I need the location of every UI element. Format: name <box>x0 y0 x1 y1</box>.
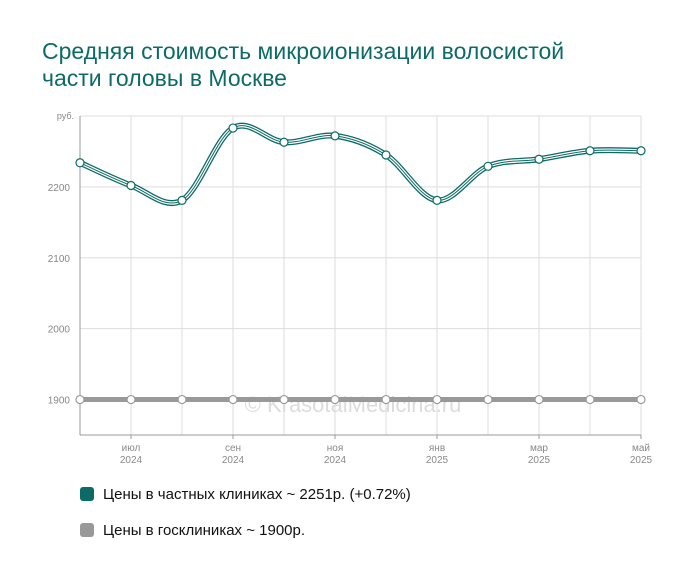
legend: Цены в частных клиниках ~ 2251р. (+0.72%… <box>80 484 411 556</box>
data-point-state <box>279 394 289 405</box>
series-line-private <box>77 122 644 206</box>
legend-swatch-state <box>80 523 94 537</box>
data-point-private <box>126 180 136 191</box>
data-point-state <box>228 394 238 405</box>
series-line-private-inner <box>78 124 643 205</box>
x-tick-year: 2025 <box>426 455 449 466</box>
data-point-state <box>483 394 493 405</box>
watermark-text: © KrasotaiMedicina.ru <box>245 392 462 417</box>
series <box>77 122 644 403</box>
data-point-state <box>534 394 544 405</box>
x-tick-month: май <box>632 443 650 454</box>
data-point-state <box>75 394 85 405</box>
data-point-state <box>177 394 187 405</box>
legend-label-private: Цены в частных клиниках ~ 2251р. (+0.72%… <box>103 485 411 503</box>
x-tick-month: июл <box>122 443 141 454</box>
data-point-private <box>381 150 391 160</box>
data-point-private <box>636 146 646 156</box>
y-tick-label: 1900 <box>48 396 71 407</box>
data-point-private <box>432 195 442 205</box>
axes: 1900200021002200руб.июл2024сен2024ноя202… <box>48 111 653 466</box>
x-tick-year: 2025 <box>630 455 653 466</box>
data-point-private <box>330 131 340 141</box>
data-point-state <box>330 394 340 405</box>
data-point-private <box>483 161 493 171</box>
x-tick-year: 2025 <box>528 455 551 466</box>
x-tick-year: 2024 <box>120 455 143 466</box>
data-point-state <box>636 394 646 405</box>
x-tick-month: сен <box>225 443 241 454</box>
y-tick-label: 2100 <box>48 254 71 265</box>
grid <box>79 115 642 435</box>
series-line-private-core <box>79 125 642 204</box>
data-point-private <box>177 195 187 205</box>
y-tick-label: 2200 <box>48 183 71 194</box>
data-point-private <box>279 137 289 147</box>
data-point-private <box>75 158 85 168</box>
legend-item-state: Цены в госклиниках ~ 1900р. <box>80 520 411 540</box>
data-point-private <box>534 154 544 164</box>
legend-item-private: Цены в частных клиниках ~ 2251р. (+0.72%… <box>80 484 411 504</box>
x-tick-month: мар <box>530 443 548 454</box>
data-point-private <box>228 123 238 133</box>
x-tick-year: 2024 <box>222 455 245 466</box>
legend-label-state: Цены в госклиниках ~ 1900р. <box>103 521 306 539</box>
data-points <box>75 123 646 405</box>
x-tick-month: ноя <box>327 443 344 454</box>
chart-title: Средняя стоимость микроионизации волосис… <box>42 38 565 91</box>
y-tick-label: 2000 <box>48 325 71 336</box>
legend-swatch-private <box>80 487 94 501</box>
data-point-private <box>585 146 595 156</box>
x-tick-month: янв <box>429 443 445 454</box>
data-point-state <box>126 394 136 405</box>
x-tick-year: 2024 <box>324 455 347 466</box>
data-point-state <box>432 394 442 405</box>
data-point-state <box>381 394 391 405</box>
data-point-state <box>585 394 595 405</box>
y-unit-label: руб. <box>57 111 74 121</box>
